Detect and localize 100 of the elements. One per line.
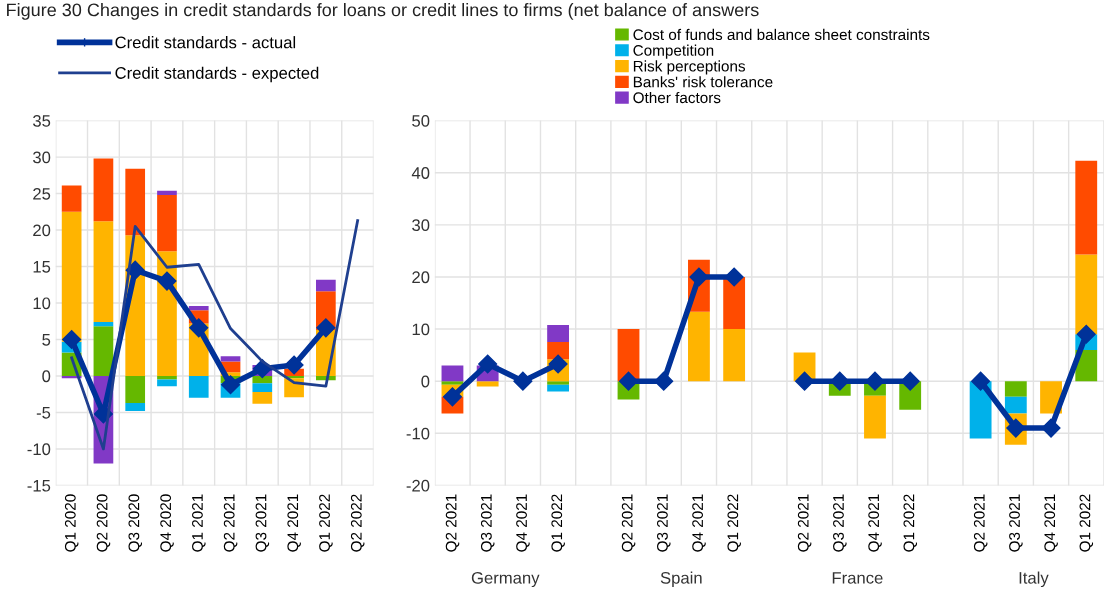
legend-label: Credit standards - expected (115, 66, 319, 83)
bar (1004, 381, 1027, 397)
legend-label: Credit standards - actual (115, 36, 296, 49)
bar (547, 381, 569, 385)
point (442, 387, 462, 407)
point (1041, 418, 1061, 438)
legend-label: Risk perceptions (633, 60, 746, 75)
x-tick-label: Q4 2021 (868, 494, 882, 552)
point (548, 354, 568, 374)
point (513, 371, 533, 391)
y-tick-label: 35 (32, 115, 51, 127)
bar (93, 158, 114, 222)
y-tick-label: 10 (33, 297, 51, 310)
x-tick-label: Q4 2021 (516, 494, 530, 552)
point (865, 371, 885, 391)
point (1076, 324, 1096, 344)
point (284, 355, 304, 375)
bar (547, 324, 569, 343)
y-tick-label: 10 (412, 323, 430, 336)
point (189, 318, 209, 338)
text: France (832, 572, 883, 584)
y-tick-label: -10 (27, 443, 51, 456)
y-tick-label: 15 (33, 261, 51, 273)
bar (93, 221, 114, 322)
y-tick-label: 20 (33, 224, 51, 237)
point (900, 371, 920, 391)
y-tick-label: 25 (33, 187, 51, 200)
bar (864, 395, 886, 439)
x-tick-label: Q3 2021 (255, 494, 270, 552)
bar (252, 383, 273, 393)
x-tick-label: Q3 2020 (128, 494, 143, 552)
legend-label: Other factors (633, 91, 721, 104)
chart-title: Figure 30 Changes in credit standards for loans or credit lines to firms (net balance of answers (7, 3, 759, 20)
bar (688, 311, 710, 382)
x-tick-label: Q1 2022 (1079, 494, 1094, 552)
x-tick-label: Q2 2021 (223, 494, 238, 552)
x-tick-label: Q4 2021 (287, 494, 301, 552)
point (654, 371, 674, 391)
y-tick-label: 5 (42, 334, 51, 346)
y-tick-label: -20 (406, 479, 430, 492)
bar (157, 195, 177, 252)
bar (547, 342, 569, 360)
bar (220, 356, 241, 362)
y-tick-label: 20 (412, 271, 430, 284)
y-tick-label: 30 (412, 219, 430, 232)
x-tick-label: Q1 2022 (903, 494, 918, 552)
bar (723, 276, 746, 330)
bar (441, 365, 464, 382)
x-tick-label: Q3 2021 (480, 494, 495, 552)
legend-label: Cost of funds and balance sheet constraints (633, 28, 930, 41)
bar (723, 329, 746, 382)
bar (1075, 160, 1098, 255)
x-tick-label: Q2 2021 (445, 494, 460, 552)
x-tick-label: Q3 2021 (657, 494, 671, 552)
bar (441, 381, 464, 385)
bar (157, 379, 177, 387)
bar (316, 279, 336, 292)
point (478, 354, 498, 374)
point (724, 267, 744, 287)
point (618, 371, 639, 391)
y-tick-label: 30 (32, 151, 51, 164)
bar (547, 384, 569, 392)
x-tick-label: Q4 2021 (692, 494, 706, 552)
bar (125, 402, 146, 411)
text: Spain (660, 571, 702, 588)
point (795, 371, 815, 391)
x-tick-label: Q2 2022 (350, 494, 365, 552)
point (220, 375, 241, 395)
x-tick-label: Q4 2021 (1044, 494, 1058, 552)
line-series (70, 219, 360, 451)
x-tick-label: Q3 2021 (833, 494, 847, 552)
legend-label: Banks' risk tolerance (633, 76, 773, 88)
y-tick-label: -5 (36, 407, 51, 419)
y-tick-label: 0 (421, 375, 430, 388)
x-tick-label: Q1 2022 (727, 494, 741, 552)
point (316, 318, 336, 338)
y-tick-label: 40 (411, 167, 430, 179)
x-tick-label: Q2 2020 (96, 494, 111, 552)
bar (93, 326, 114, 376)
x-tick-label: Q1 2020 (64, 494, 79, 552)
bar (1075, 254, 1098, 335)
x-tick-label: Q1 2022 (319, 494, 333, 552)
point (157, 271, 177, 291)
bar (61, 211, 82, 342)
point (62, 329, 82, 350)
x-tick-label: Q4 2020 (160, 494, 174, 552)
bar (125, 168, 146, 236)
point (830, 371, 850, 391)
y-tick-label: 50 (412, 115, 430, 127)
x-tick-label: Q1 2022 (551, 494, 565, 552)
bar (252, 392, 273, 404)
y-tick-label: 0 (42, 370, 51, 383)
x-tick-label: Q3 2021 (1009, 494, 1023, 552)
y-tick-label: -15 (27, 479, 51, 492)
legend-label: Competition (633, 44, 714, 59)
x-tick-label: Q2 2021 (973, 494, 988, 552)
bar (157, 190, 177, 196)
bar (252, 375, 273, 384)
bar (1004, 396, 1027, 414)
text: Germany (471, 571, 540, 588)
